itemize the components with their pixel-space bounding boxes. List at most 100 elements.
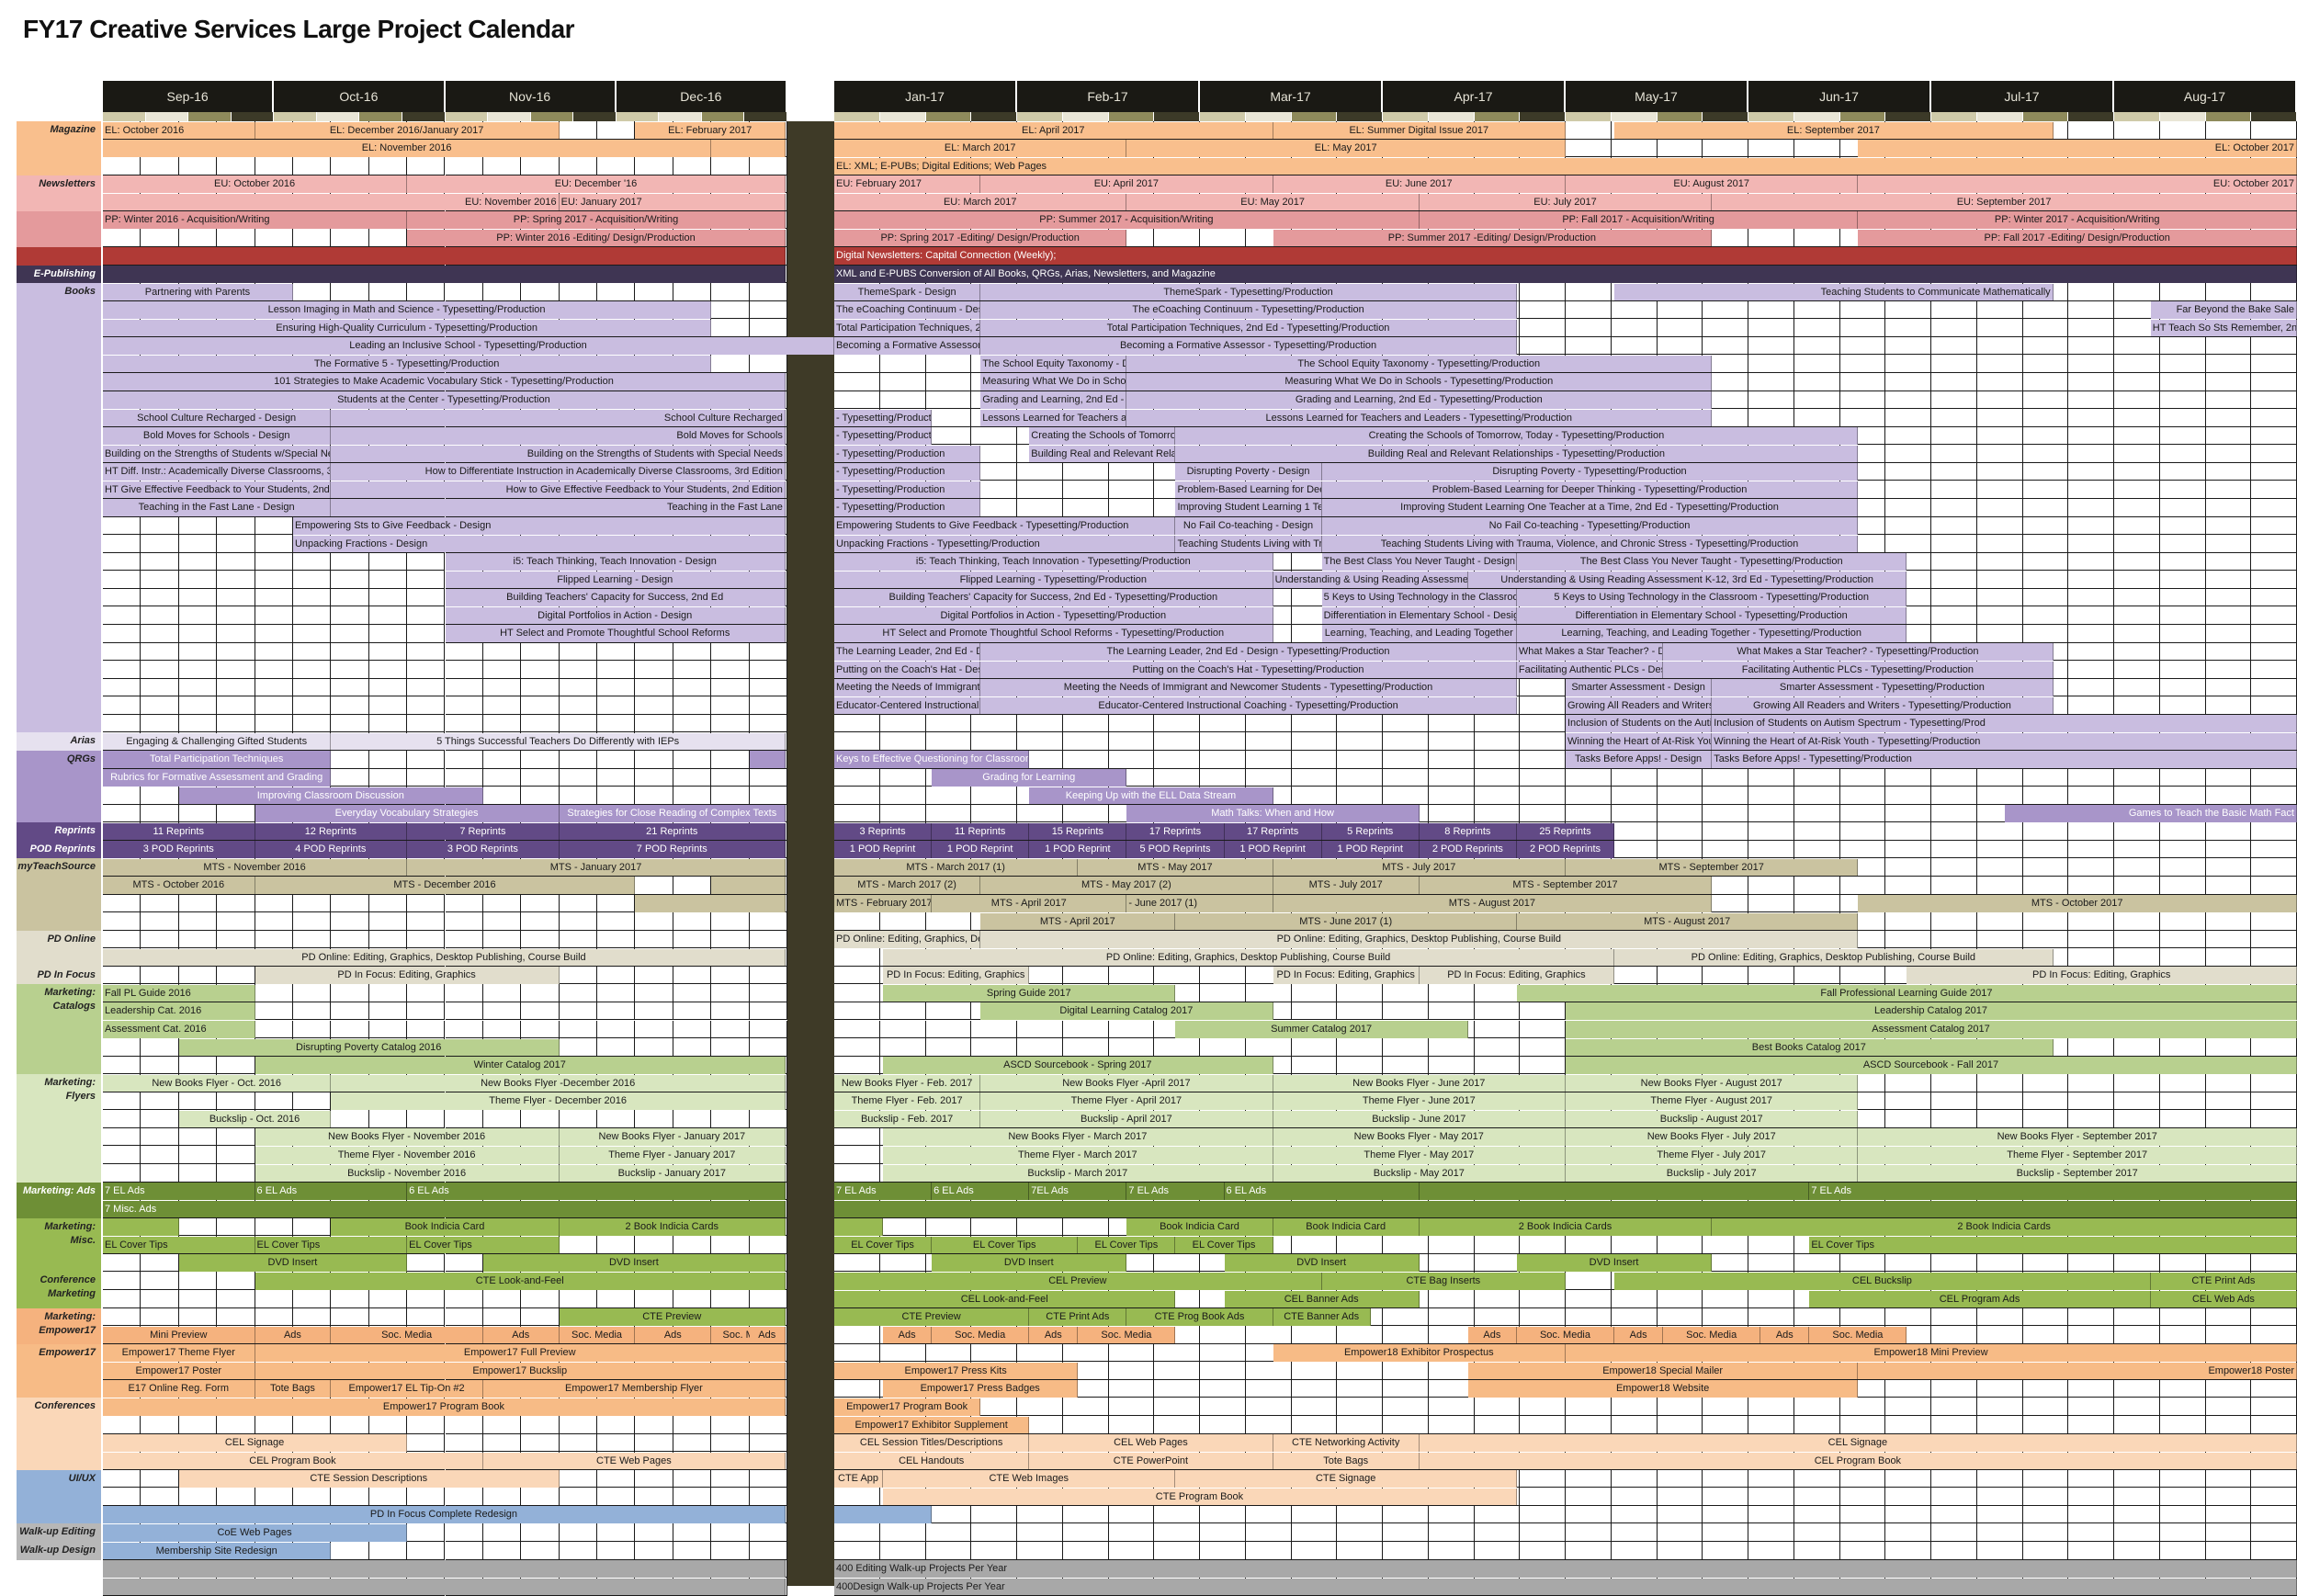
project-bar[interactable]: Teaching Students Living with Trauma, Vi… bbox=[1321, 535, 1859, 553]
project-bar[interactable]: MTS - October 2016 bbox=[103, 877, 255, 894]
project-bar[interactable]: Theme Flyer - May 2017 bbox=[1273, 1146, 1566, 1164]
project-bar[interactable]: MTS - June 2017 (1) bbox=[1175, 912, 1517, 931]
project-bar[interactable]: 3 Reprints bbox=[834, 822, 933, 841]
project-bar[interactable]: Tasks Before Apps! - Design bbox=[1566, 751, 1713, 768]
project-bar[interactable]: Measuring What We Do in Schools - Design bbox=[980, 373, 1127, 391]
project-bar[interactable]: HT Select and Promote Thoughtful School … bbox=[445, 625, 786, 643]
project-bar[interactable] bbox=[103, 1560, 786, 1578]
project-bar[interactable]: EL Cover Tips bbox=[1175, 1236, 1273, 1254]
project-bar[interactable]: Theme Flyer - July 2017 bbox=[1566, 1146, 1859, 1164]
project-bar[interactable]: Empower17 Program Book bbox=[834, 1398, 981, 1416]
project-bar[interactable]: Far Beyond the Bake Sale bbox=[2150, 301, 2297, 319]
project-bar[interactable]: Improving Student Learning One Teacher a… bbox=[1321, 499, 1859, 517]
project-bar[interactable]: Partnering with Parents bbox=[103, 283, 293, 301]
project-bar[interactable]: EL: November 2016 bbox=[103, 140, 712, 157]
project-bar[interactable]: Book Indicia Card bbox=[331, 1218, 560, 1236]
project-bar[interactable]: Buckslip - April 2017 bbox=[980, 1110, 1273, 1128]
project-bar[interactable]: Rubrics for Formative Assessment and Gra… bbox=[103, 769, 332, 787]
project-bar[interactable]: Buckslip - September 2017 bbox=[1858, 1164, 2297, 1183]
project-bar[interactable]: Unpacking Fractions - Design bbox=[292, 535, 786, 553]
project-bar[interactable]: PD In Focus: Editing, Graphics bbox=[1273, 967, 1420, 984]
project-bar[interactable]: Empower17 Press Badges bbox=[883, 1380, 1079, 1398]
project-bar[interactable]: Teaching in the Fast Lane - Design bbox=[103, 499, 332, 517]
project-bar[interactable]: CTE Preview bbox=[834, 1308, 1030, 1326]
project-bar[interactable]: MTS - February 2017 bbox=[834, 895, 933, 912]
project-bar[interactable]: Assessment Cat. 2016 bbox=[103, 1021, 255, 1038]
project-bar[interactable]: 4 POD Reprints bbox=[255, 841, 408, 858]
project-bar[interactable]: i5: Teach Thinking, Teach Innovation - T… bbox=[834, 553, 1273, 571]
project-bar[interactable]: Empower18 Mini Preview bbox=[1566, 1344, 2297, 1362]
project-bar[interactable]: EL: October 2016 bbox=[103, 121, 255, 140]
project-bar[interactable]: EU: May 2017 bbox=[1126, 193, 1420, 211]
project-bar[interactable]: Winning the Heart of At-Risk Youth bbox=[1566, 732, 1713, 751]
project-bar[interactable]: Ads bbox=[1614, 1326, 1664, 1344]
project-bar[interactable]: Soc. Media bbox=[1809, 1326, 1907, 1344]
project-bar[interactable]: CTE PowerPoint bbox=[1029, 1452, 1273, 1470]
project-bar[interactable]: Empower17 Theme Flyer bbox=[103, 1344, 255, 1362]
project-bar[interactable]: Grading and Learning, 2nd Ed - Design bbox=[980, 391, 1127, 409]
project-bar[interactable]: EU: June 2017 bbox=[1273, 175, 1566, 193]
project-bar[interactable]: 17 Reprints bbox=[1126, 822, 1225, 841]
project-bar[interactable]: Teaching Students Living with Trauma, ..… bbox=[1175, 535, 1322, 553]
project-bar[interactable]: MTS - July 2017 bbox=[1273, 877, 1420, 894]
project-bar[interactable]: 15 Reprints bbox=[1029, 822, 1127, 841]
project-bar[interactable]: XML and E-PUBS Conversion of All Books, … bbox=[834, 266, 2297, 283]
project-bar[interactable]: 7 Misc. Ads bbox=[103, 1200, 786, 1218]
project-bar[interactable]: 25 Reprints bbox=[1516, 822, 1615, 841]
project-bar[interactable]: New Books Flyer - June 2017 bbox=[1273, 1074, 1566, 1092]
project-bar[interactable]: CTE Program Book bbox=[883, 1488, 1517, 1506]
project-bar[interactable]: Soc. Media bbox=[932, 1326, 1030, 1344]
project-bar[interactable]: Flipped Learning - Design bbox=[445, 571, 786, 589]
project-bar[interactable]: 11 Reprints bbox=[932, 822, 1030, 841]
project-bar[interactable]: PD In Focus: Editing, Graphics bbox=[1419, 967, 1615, 984]
project-bar[interactable]: Putting on the Coach's Hat - Design bbox=[834, 661, 981, 679]
project-bar[interactable]: Disrupting Poverty - Design bbox=[1175, 463, 1322, 481]
project-bar[interactable]: Creating the Schools of Tomorrow, Today … bbox=[1175, 427, 1859, 445]
project-bar[interactable]: Total Participation Techniques bbox=[103, 751, 332, 768]
project-bar[interactable]: Everyday Vocabulary Strategies bbox=[255, 805, 560, 822]
project-bar[interactable]: DVD Insert bbox=[482, 1254, 786, 1272]
project-bar[interactable]: Creating the Schools of Tomorrow, Today … bbox=[1029, 427, 1176, 445]
project-bar[interactable]: Smarter Assessment - Design bbox=[1566, 679, 1713, 696]
project-bar[interactable]: Ads bbox=[255, 1326, 332, 1344]
project-bar[interactable] bbox=[1419, 1183, 1810, 1200]
project-bar[interactable]: New Books Flyer -April 2017 bbox=[980, 1074, 1273, 1092]
project-bar[interactable]: Facilitating Authentic PLCs - Typesettin… bbox=[1663, 661, 2054, 679]
project-bar[interactable]: PD In Focus Complete Redesign bbox=[103, 1506, 786, 1523]
project-bar[interactable]: Inclusion of Students on Autism Spectrum… bbox=[1712, 715, 2297, 732]
project-bar[interactable]: Fall PL Guide 2016 bbox=[103, 984, 255, 1002]
project-bar[interactable]: EL: September 2017 bbox=[1614, 121, 2054, 140]
project-bar[interactable]: The Best Class You Never Taught - Design bbox=[1321, 553, 1517, 571]
project-bar[interactable]: Digital Learning Catalog 2017 bbox=[980, 1002, 1273, 1020]
project-bar[interactable]: Keeping Up with the ELL Data Stream bbox=[1029, 787, 1273, 805]
project-bar[interactable]: CTE Look-and-Feel bbox=[255, 1272, 786, 1290]
project-bar[interactable] bbox=[749, 751, 786, 768]
project-bar[interactable]: Ensuring High-Quality Curriculum - Types… bbox=[103, 319, 712, 337]
project-bar[interactable]: Theme Flyer - November 2016 bbox=[255, 1146, 560, 1164]
project-bar[interactable]: Educator-Centered Instructional Coaching bbox=[834, 696, 981, 715]
project-bar[interactable]: ThemeSpark - Typesetting/Production bbox=[980, 283, 1517, 301]
project-bar[interactable]: Lessons Learned for Teachers and Leaders bbox=[980, 409, 1127, 427]
project-bar[interactable]: New Books Flyer - Oct. 2016 bbox=[103, 1074, 332, 1092]
project-bar[interactable]: Theme Flyer - March 2017 bbox=[883, 1146, 1273, 1164]
project-bar[interactable]: 3 POD Reprints bbox=[103, 841, 255, 858]
project-bar[interactable]: MTS - May 2017 (2) bbox=[980, 877, 1273, 894]
project-bar[interactable]: Summer Catalog 2017 bbox=[1175, 1021, 1468, 1038]
project-bar[interactable]: New Books Flyer -December 2016 bbox=[331, 1074, 786, 1092]
project-bar[interactable]: i5: Teach Thinking, Teach Innovation - D… bbox=[445, 553, 786, 571]
project-bar[interactable]: The Learning Leader, 2nd Ed - Design bbox=[834, 643, 981, 661]
project-bar[interactable]: EU: November 2016 bbox=[103, 193, 560, 211]
project-bar[interactable]: Empower17 Poster bbox=[103, 1362, 255, 1380]
project-bar[interactable]: Differentiation in Elementary School - D… bbox=[1321, 606, 1517, 625]
project-bar[interactable]: New Books Flyer - July 2017 bbox=[1566, 1128, 1859, 1146]
project-bar[interactable]: CTE Print Ads bbox=[1029, 1308, 1127, 1326]
project-bar[interactable] bbox=[103, 1218, 179, 1236]
project-bar[interactable]: New Books Flyer - March 2017 bbox=[883, 1128, 1273, 1146]
project-bar[interactable]: Empower17 Program Book bbox=[103, 1398, 786, 1416]
project-bar[interactable]: DVD Insert bbox=[1224, 1254, 1420, 1272]
project-bar[interactable]: EU: September 2017 bbox=[1712, 193, 2297, 211]
project-bar[interactable]: CTE Session Descriptions bbox=[178, 1470, 560, 1488]
project-bar[interactable]: CTE Print Ads bbox=[2150, 1272, 2297, 1290]
project-bar[interactable]: Digital Newsletters: Capital Connection … bbox=[834, 247, 2297, 266]
project-bar[interactable]: Becoming a Formative Assessor - Design bbox=[834, 337, 981, 355]
